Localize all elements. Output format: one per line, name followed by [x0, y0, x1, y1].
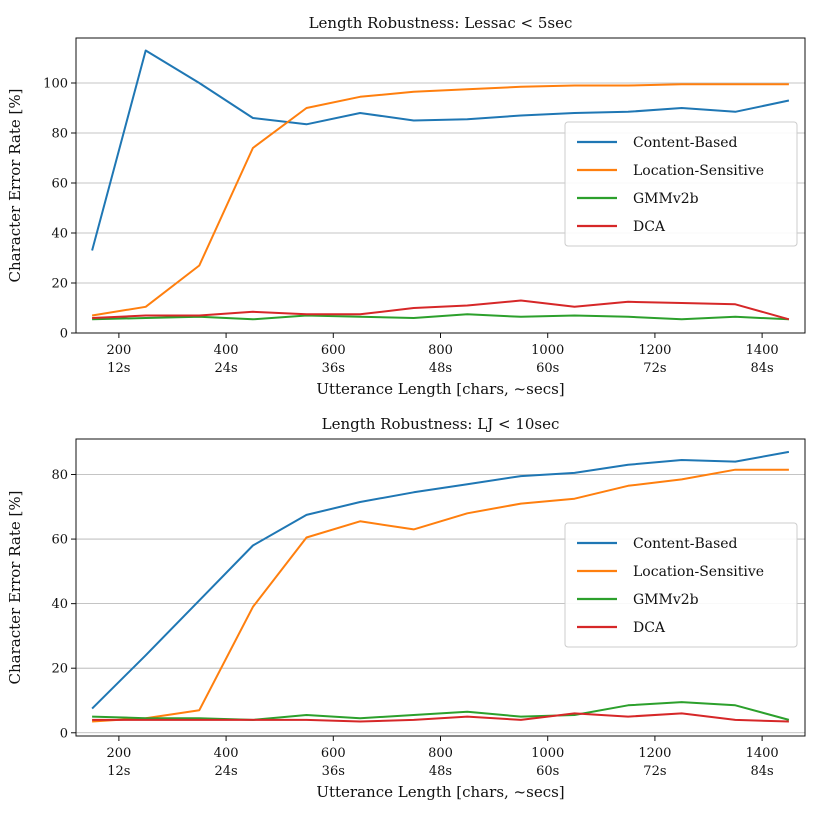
x-tick-label: 600: [321, 746, 346, 761]
chart-title: Length Robustness: Lessac < 5sec: [309, 14, 573, 32]
legend-box: [564, 522, 798, 648]
x-tick-sublabel: 60s: [536, 361, 559, 376]
x-tick-sublabel: 84s: [751, 764, 774, 779]
x-tick-label: 600: [321, 343, 346, 358]
series-line-gmmv2b: [92, 701, 790, 721]
x-tick-label: 1400: [746, 746, 779, 761]
series-line-dca: [92, 299, 790, 321]
y-tick-label: 20: [51, 662, 68, 677]
x-tick-label: 400: [214, 343, 239, 358]
x-tick-sublabel: 48s: [429, 361, 452, 376]
x-tick-sublabel: 84s: [751, 361, 774, 376]
y-tick-label: 100: [43, 77, 68, 92]
x-tick-label: 1200: [638, 343, 671, 358]
legend-label: GMMv2b: [633, 191, 699, 207]
legend: Content-Based Location-Sensitive GMMv2b DCA: [564, 522, 798, 648]
legend: Content-Based Location-Sensitive GMMv2b DCA: [564, 121, 798, 247]
y-axis-label: Character Error Rate [%]: [6, 89, 24, 283]
x-tick-sublabel: 24s: [214, 764, 237, 779]
x-tick-label: 800: [428, 746, 453, 761]
x-tick-sublabel: 24s: [214, 361, 237, 376]
series-line-dca: [92, 712, 789, 723]
legend-label: Content-Based: [633, 135, 738, 151]
x-tick-label: 800: [428, 343, 453, 358]
y-axis-label: Character Error Rate [%]: [6, 491, 24, 685]
y-tick-label: 0: [60, 726, 68, 741]
plot-frame: [75, 438, 806, 737]
series-line-content-based: [91, 450, 790, 710]
x-tick-sublabel: 12s: [107, 764, 130, 779]
chart-title: Length Robustness: LJ < 10sec: [322, 415, 560, 433]
x-tick-sublabel: 12s: [107, 361, 130, 376]
series-line-location-sensitive: [91, 83, 789, 317]
y-tick-label: 40: [51, 227, 68, 242]
x-tick-label: 1000: [531, 746, 564, 761]
x-tick-sublabel: 48s: [429, 764, 452, 779]
legend-label: DCA: [633, 620, 666, 636]
x-tick-label: 1200: [638, 746, 671, 761]
legend-label: Content-Based: [633, 536, 738, 552]
y-tick-label: 0: [60, 327, 68, 342]
x-tick-label: 200: [106, 746, 131, 761]
x-tick-sublabel: 36s: [322, 361, 345, 376]
y-tick-label: 60: [51, 177, 68, 192]
chart-panel-2: Length Robustness: LJ < 10sec 0 20 40 60 80 20…: [6, 415, 806, 801]
legend-label: GMMv2b: [633, 592, 699, 608]
chart-panel-1: Length Robustness: Lessac < 5sec 0 20 40 60 8…: [6, 14, 806, 398]
y-tick-label: 60: [51, 533, 68, 548]
x-tick-label: 1400: [746, 343, 779, 358]
y-tick-label: 40: [51, 597, 68, 612]
x-tick-sublabel: 72s: [643, 764, 666, 779]
x-tick-label: 400: [214, 746, 239, 761]
legend-label: DCA: [633, 219, 666, 235]
y-tick-label: 80: [51, 468, 68, 483]
plot-frame: [75, 37, 806, 334]
x-axis-label: Utterance Length [chars, ~secs]: [316, 380, 564, 398]
y-tick-label: 80: [51, 127, 68, 142]
series-line-gmmv2b: [92, 313, 789, 321]
x-tick-label: 1000: [531, 343, 564, 358]
series-line-content-based: [91, 49, 790, 251]
x-axis-label: Utterance Length [chars, ~secs]: [316, 783, 564, 801]
x-tick-sublabel: 36s: [322, 764, 345, 779]
x-tick-sublabel: 72s: [643, 361, 666, 376]
x-tick-sublabel: 60s: [536, 764, 559, 779]
legend-label: Location-Sensitive: [633, 163, 764, 179]
series-line-location-sensitive: [92, 468, 789, 723]
legend-label: Location-Sensitive: [633, 564, 764, 580]
y-tick-label: 20: [51, 277, 68, 292]
legend-box: [564, 121, 798, 247]
x-tick-label: 200: [106, 343, 131, 358]
